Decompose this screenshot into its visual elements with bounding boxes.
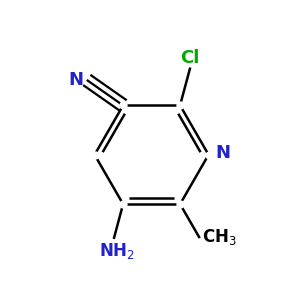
- Text: CH$_3$: CH$_3$: [202, 227, 237, 247]
- Text: N: N: [69, 71, 84, 89]
- Text: NH$_2$: NH$_2$: [99, 241, 135, 261]
- Text: Cl: Cl: [180, 49, 200, 67]
- Text: N: N: [215, 144, 230, 162]
